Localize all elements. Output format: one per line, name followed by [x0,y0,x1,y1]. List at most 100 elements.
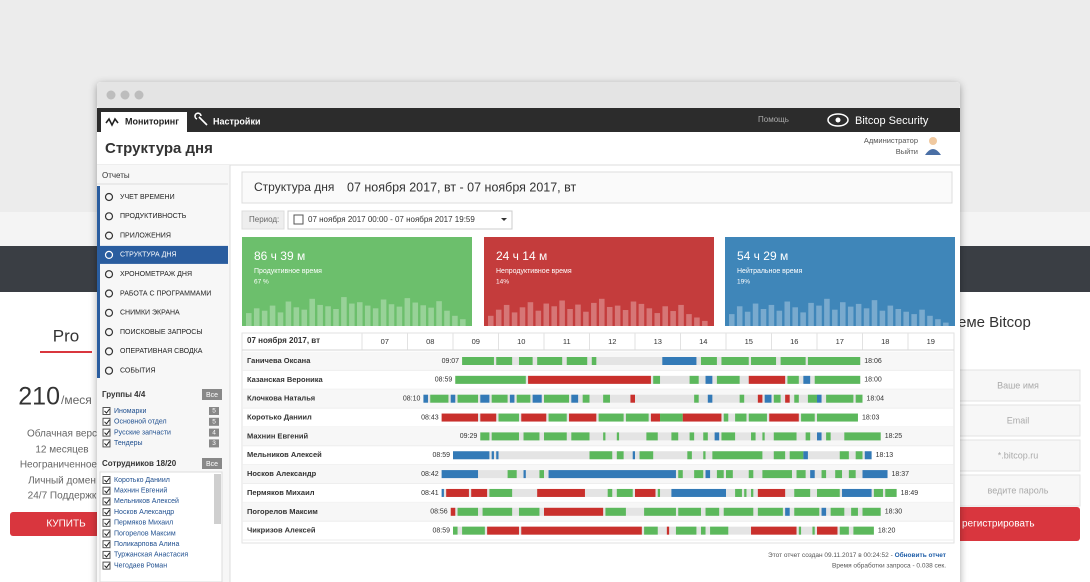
card-bar [943,322,949,326]
menu-item[interactable]: СНИМКИ ЭКРАНА [120,310,180,317]
activity-segment [700,357,717,365]
activity-segment [821,470,827,479]
activity-segment [842,488,872,497]
menu-item[interactable]: ХРОНОМЕТРАЖ ДНЯ [120,271,192,278]
menu-icon [104,250,114,259]
employee-name: Носков Александр [247,469,317,478]
checkmark [104,499,110,505]
activity-segment [817,394,822,403]
card-bar [388,304,395,326]
buy-button-label: КУПИТЬ [46,519,86,530]
checkbox[interactable] [102,497,111,506]
card-bar [935,319,941,326]
nav-tab[interactable]: Настройки [213,116,260,126]
menu-item-active[interactable] [100,245,228,264]
activity-segment [735,413,747,422]
checkbox[interactable] [102,561,111,570]
all-button[interactable] [202,458,222,469]
hour-label: 08 [426,337,434,346]
checkbox[interactable] [102,439,111,448]
hour-label: 15 [745,337,753,346]
hour-label: 16 [790,337,798,346]
employee-name: Казанская Вероника [247,375,323,384]
brand-logo-pupil [835,117,841,123]
form-field[interactable] [949,404,1081,437]
checkmark [104,552,110,558]
employee-name: Махнин Евгений [247,431,308,440]
activity-segment [762,432,765,441]
refresh-link[interactable]: Обновить отчет [895,551,946,559]
card-bar [372,308,379,326]
menu-item[interactable]: ПОИСКОВЫЕ ЗАПРОСЫ [120,329,203,336]
checkbox[interactable] [102,508,111,517]
card-bar [293,307,300,326]
field-placeholder: *.bitcop.ru [998,450,1039,460]
menu-item[interactable]: СОБЫТИЯ [120,368,156,375]
checkmark [104,408,110,414]
checkbox[interactable] [102,407,111,415]
card-bar [428,307,434,326]
activity-segment [616,451,624,460]
card-bar [614,305,621,326]
nav-tab-active[interactable] [101,112,187,132]
form-field[interactable] [949,369,1081,402]
checkmark [104,488,110,494]
activity-segment [689,432,695,441]
logout-link[interactable]: Выйти [896,147,918,156]
activity-segment [548,470,676,479]
activity-segment [817,413,858,422]
checkbox[interactable] [102,540,111,549]
activity-segment [785,507,790,516]
sidebar-accent [97,186,100,378]
window-dot[interactable] [106,90,116,100]
card-bar [702,320,708,326]
activity-segment [839,451,849,460]
menu-item[interactable]: ПРИЛОЖЕНИЯ [120,232,171,239]
activity-segment [539,470,544,479]
start-time: 08:59 [432,452,450,459]
activity-segment [453,451,490,460]
form-field[interactable] [949,439,1081,472]
card-bar [309,298,315,326]
period-dropdown[interactable] [287,210,513,230]
buy-button[interactable] [10,512,110,536]
brand-logo [827,113,849,127]
scrollbar[interactable] [214,474,221,524]
card-bar [317,304,323,326]
checkbox[interactable] [102,417,111,426]
activity-segment [748,413,767,422]
menu-item[interactable]: ПРОДУКТИВНОСТЬ [120,213,187,220]
activity-segment [423,394,428,403]
form-field[interactable] [949,474,1081,507]
checkbox[interactable] [102,428,111,437]
all-button[interactable] [202,389,222,400]
card-bar [729,314,735,326]
activity-segment [521,526,642,535]
activity-segment [496,357,513,365]
activity-segment [694,470,704,479]
hour-label: 18 [881,337,889,346]
window-dot[interactable] [120,90,130,100]
checkbox[interactable] [102,550,111,559]
checkbox[interactable] [102,529,111,538]
register-button[interactable] [950,507,1080,541]
card-bar [744,311,751,326]
nav-help[interactable]: Помощь [758,115,789,124]
checkbox[interactable] [102,476,111,484]
checkbox[interactable] [102,486,111,495]
menu-item[interactable]: УЧЕТ ВРЕМЕНИ [120,194,175,201]
window-dot[interactable] [134,90,144,100]
checkbox[interactable] [102,518,111,527]
day-track [462,357,861,365]
activity-segment [769,413,799,422]
activity-segment [489,488,513,497]
menu-item[interactable]: СТРУКТУРА ДНЯ [120,252,177,259]
card-bar [396,306,403,326]
activity-segment [678,470,683,479]
nav-tab[interactable]: Мониторинг [125,116,179,126]
staff-name: Носков Александр [114,509,174,516]
activity-segment [528,375,651,384]
menu-item[interactable]: РАБОТА С ПРОГРАММАМИ [120,290,211,297]
menu-item[interactable]: ОПЕРАТИВНАЯ СВОДКА [120,348,203,355]
card-percent: 14% [496,279,509,286]
